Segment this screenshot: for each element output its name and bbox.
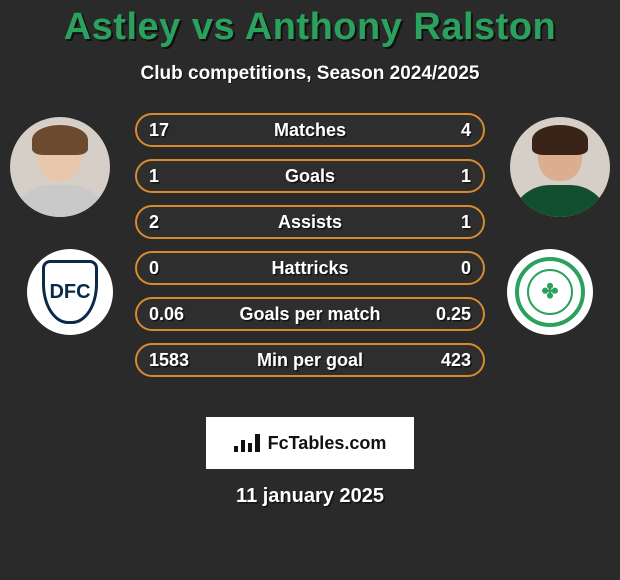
stat-row: 1Goals1 bbox=[135, 159, 485, 193]
avatar-kit bbox=[510, 185, 610, 217]
player-left-avatar bbox=[10, 117, 110, 217]
stat-label: Goals per match bbox=[137, 304, 483, 325]
source-label: FcTables.com bbox=[268, 433, 387, 454]
club-crest-shield: DFC bbox=[42, 260, 98, 324]
stat-label: Assists bbox=[137, 212, 483, 233]
source-badge: FcTables.com bbox=[206, 417, 414, 469]
stat-label: Goals bbox=[137, 166, 483, 187]
stat-label: Min per goal bbox=[137, 350, 483, 371]
avatar-hair bbox=[532, 125, 588, 155]
stat-row: 1583Min per goal423 bbox=[135, 343, 485, 377]
player-right-avatar bbox=[510, 117, 610, 217]
player-right-club-crest: ✤ bbox=[507, 249, 593, 335]
stat-rows: 17Matches4 1Goals1 2Assists1 0Hattricks0 0.0… bbox=[135, 113, 485, 389]
clover-icon: ✤ bbox=[540, 282, 560, 302]
avatar-hair bbox=[32, 125, 88, 155]
stat-label: Hattricks bbox=[137, 258, 483, 279]
snapshot-date: 11 january 2025 bbox=[0, 485, 620, 508]
comparison-board: DFC ✤ 17Matches41Goals12Assists10Hattric… bbox=[0, 117, 620, 397]
player-left-club-crest: DFC bbox=[27, 249, 113, 335]
chart-bars-icon bbox=[234, 434, 260, 452]
avatar-kit bbox=[10, 185, 110, 217]
stat-label: Matches bbox=[137, 120, 483, 141]
stat-row: 17Matches4 bbox=[135, 113, 485, 147]
page-title: Astley vs Anthony Ralston bbox=[0, 0, 620, 49]
stat-row: 0.06Goals per match0.25 bbox=[135, 297, 485, 331]
stat-row: 2Assists1 bbox=[135, 205, 485, 239]
subtitle: Club competitions, Season 2024/2025 bbox=[0, 63, 620, 85]
stat-row: 0Hattricks0 bbox=[135, 251, 485, 285]
club-crest-ring: ✤ bbox=[515, 257, 585, 327]
